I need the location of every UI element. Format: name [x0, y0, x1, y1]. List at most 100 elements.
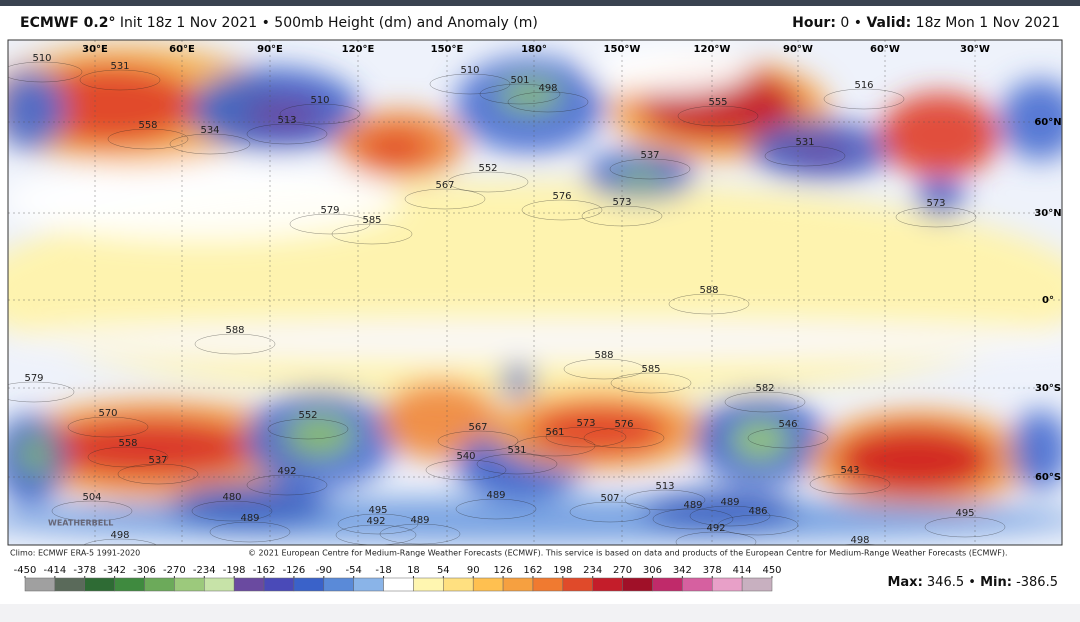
- contour-ring: [521, 199, 603, 221]
- anomaly-blob: [1000, 80, 1062, 160]
- anomaly-blob: [170, 483, 330, 527]
- longitude-label: 150°W: [604, 44, 641, 55]
- contour-labels: 531 510 558 534 510 513 567 579 585 510 501 498 552 5…: [8, 53, 1006, 546]
- contour-ring: [823, 88, 905, 110]
- contour-ring: [8, 381, 75, 403]
- contour-ring: [569, 501, 651, 523]
- contour-label: 537: [640, 150, 659, 161]
- contour-ring: [689, 505, 771, 527]
- contour-label: 567: [435, 180, 454, 191]
- longitude-label: 90°E: [257, 44, 283, 55]
- contour-label: 504: [82, 492, 101, 503]
- contour-label: 492: [366, 516, 385, 527]
- colorbar-tick-label: 450: [762, 565, 781, 576]
- color-bin: [293, 577, 325, 592]
- anomaly-blob: [8, 70, 65, 150]
- contour-ring: [335, 524, 417, 545]
- contour-label: 495: [368, 505, 387, 516]
- anomaly-blob: [1010, 410, 1062, 490]
- watermark: WEATHERBELL: [48, 519, 113, 528]
- color-bin: [652, 577, 683, 592]
- colorbar-tick-label: -450: [14, 565, 37, 576]
- anomaly-blob: [8, 160, 400, 240]
- contour-ring: [279, 103, 361, 125]
- contour-ring: [924, 516, 1006, 538]
- contour-ring: [379, 523, 461, 545]
- valid: 18z Mon 1 Nov 2021: [916, 15, 1060, 31]
- anomaly-blob: [498, 79, 562, 111]
- anomaly-blob: [285, 413, 355, 457]
- contour-ring: [79, 69, 161, 91]
- contour-ring: [677, 105, 759, 127]
- contour-label: 510: [32, 53, 51, 64]
- contour-label: 537: [148, 455, 167, 466]
- contour-label: 576: [614, 419, 633, 430]
- contour-label: 588: [699, 285, 718, 296]
- contour-label: 558: [118, 438, 137, 449]
- contour-label: 489: [240, 513, 259, 524]
- map-frame: [7, 39, 1063, 546]
- color-bin: [622, 577, 653, 592]
- longitude-label: 150°E: [431, 44, 464, 55]
- contour-label: 495: [955, 508, 974, 519]
- contour-ring: [652, 508, 734, 530]
- color-bin: [54, 577, 86, 592]
- longitude-label: 120°W: [694, 44, 731, 55]
- contour-ring: [87, 446, 169, 468]
- bottom-strip: [0, 604, 1080, 622]
- contour-ring: [67, 416, 149, 438]
- colorbar-tick-label: -306: [133, 565, 156, 576]
- contour-ring: [404, 188, 486, 210]
- color-bin: [24, 577, 56, 592]
- color-bin: [144, 577, 175, 592]
- contour-ring: [267, 418, 349, 440]
- contour-ring: [191, 500, 273, 522]
- colorbar-tick-label: 126: [494, 565, 513, 576]
- longitude-label: 30°W: [960, 44, 990, 55]
- min-label: Min:: [980, 575, 1012, 590]
- colorbar-tick-label: 378: [703, 565, 722, 576]
- anomaly-blob: [8, 320, 1062, 360]
- latitude-label: 30°N: [1034, 208, 1061, 219]
- anomaly-blob: [730, 420, 790, 460]
- contour-label: 552: [298, 410, 317, 421]
- contour-ring: [82, 538, 158, 545]
- contour-label: 567: [468, 422, 487, 433]
- contour-label: 486: [748, 506, 767, 517]
- contour-label: 507: [600, 493, 619, 504]
- colorbar-tick-label: 342: [673, 565, 692, 576]
- color-bin: [413, 577, 444, 592]
- latitude-label: 0°: [1042, 295, 1054, 306]
- colorbar-tick-label: -234: [193, 565, 216, 576]
- color-bin: [711, 577, 743, 592]
- color-bin: [263, 577, 295, 592]
- colorbar-tick-label: -270: [163, 565, 186, 576]
- longitude-label: 60°W: [870, 44, 900, 55]
- climo: Climo: ECMWF ERA-5 1991-2020: [10, 549, 140, 558]
- colorbar-tick-label: 198: [553, 565, 572, 576]
- contour-ring: [107, 128, 189, 150]
- separator: •: [854, 15, 862, 31]
- color-bin: [353, 577, 384, 592]
- contour-ring: [51, 500, 133, 522]
- max: 346.5: [927, 575, 964, 590]
- color-bin: [532, 577, 564, 592]
- contour-ring: [209, 521, 291, 543]
- contour-label: 480: [222, 492, 241, 503]
- header: ECMWF 0.2° Init 18z 1 Nov 2021 • 500mb H…: [20, 15, 538, 31]
- contour-label: 534: [200, 125, 219, 136]
- contour-label: 531: [110, 61, 129, 72]
- contour-label: 498: [850, 535, 869, 546]
- valid-header: Hour: 0 • Valid: 18z Mon 1 Nov 2021: [792, 15, 1060, 31]
- max-label: Max:: [887, 575, 922, 590]
- anomaly-blob: [8, 498, 1062, 542]
- contour-label: 558: [138, 120, 157, 131]
- longitude-label: 60°E: [169, 44, 195, 55]
- colorbar-tick-label: 270: [613, 565, 632, 576]
- colorbar-tick-label: 414: [733, 565, 752, 576]
- hour: 0: [840, 15, 849, 31]
- valid-label: Valid:: [866, 15, 911, 31]
- color-bin: [562, 577, 593, 592]
- colorbar-tick-label: 234: [583, 565, 602, 576]
